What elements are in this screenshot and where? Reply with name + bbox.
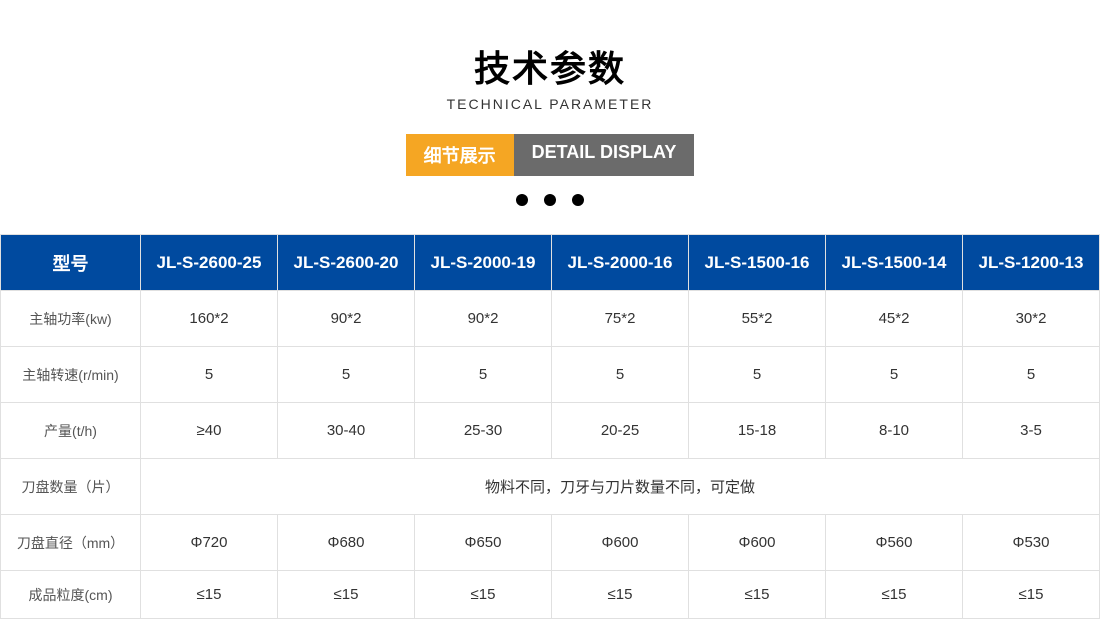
column-header: JL-S-2000-16 bbox=[552, 235, 689, 291]
row-label: 主轴转速(r/min) bbox=[1, 347, 141, 403]
data-cell: ≤15 bbox=[826, 571, 963, 619]
column-header: JL-S-2000-19 bbox=[415, 235, 552, 291]
dot-icon bbox=[544, 194, 556, 206]
badge-row: 细节展示 DETAIL DISPLAY bbox=[0, 134, 1100, 176]
row-label: 成品粒度(cm) bbox=[1, 571, 141, 619]
column-header: JL-S-1500-16 bbox=[689, 235, 826, 291]
table-body: 主轴功率(kw)160*290*290*275*255*245*230*2主轴转… bbox=[1, 291, 1100, 619]
dot-icon bbox=[516, 194, 528, 206]
corner-header: 型号 bbox=[1, 235, 141, 291]
data-cell: ≤15 bbox=[552, 571, 689, 619]
dots-decoration bbox=[0, 194, 1100, 206]
column-header: JL-S-2600-25 bbox=[141, 235, 278, 291]
data-cell: Φ680 bbox=[278, 515, 415, 571]
table-header-row: 型号 JL-S-2600-25 JL-S-2600-20 JL-S-2000-1… bbox=[1, 235, 1100, 291]
data-cell: 30*2 bbox=[963, 291, 1100, 347]
data-cell: Φ600 bbox=[689, 515, 826, 571]
data-cell: ≤15 bbox=[689, 571, 826, 619]
data-cell: 5 bbox=[826, 347, 963, 403]
table-row: 成品粒度(cm)≤15≤15≤15≤15≤15≤15≤15 bbox=[1, 571, 1100, 619]
dot-icon bbox=[572, 194, 584, 206]
row-label: 主轴功率(kw) bbox=[1, 291, 141, 347]
data-cell: ≤15 bbox=[415, 571, 552, 619]
data-cell: 15-18 bbox=[689, 403, 826, 459]
data-cell: ≤15 bbox=[963, 571, 1100, 619]
data-cell: ≤15 bbox=[278, 571, 415, 619]
data-cell: Φ720 bbox=[141, 515, 278, 571]
badge-en: DETAIL DISPLAY bbox=[514, 134, 695, 176]
data-cell: ≥40 bbox=[141, 403, 278, 459]
data-cell: 5 bbox=[141, 347, 278, 403]
badge-cn: 细节展示 bbox=[406, 134, 514, 176]
data-cell: 75*2 bbox=[552, 291, 689, 347]
data-cell: 25-30 bbox=[415, 403, 552, 459]
column-header: JL-S-2600-20 bbox=[278, 235, 415, 291]
data-cell: 8-10 bbox=[826, 403, 963, 459]
table-row: 主轴功率(kw)160*290*290*275*255*245*230*2 bbox=[1, 291, 1100, 347]
data-cell: 90*2 bbox=[415, 291, 552, 347]
data-cell: 5 bbox=[552, 347, 689, 403]
column-header: JL-S-1500-14 bbox=[826, 235, 963, 291]
row-label: 产量(t/h) bbox=[1, 403, 141, 459]
data-cell: 3-5 bbox=[963, 403, 1100, 459]
spec-table: 型号 JL-S-2600-25 JL-S-2600-20 JL-S-2000-1… bbox=[0, 234, 1100, 619]
data-cell: 5 bbox=[689, 347, 826, 403]
data-cell: 160*2 bbox=[141, 291, 278, 347]
header-section: 技术参数 TECHNICAL PARAMETER 细节展示 DETAIL DIS… bbox=[0, 0, 1100, 206]
data-cell: Φ650 bbox=[415, 515, 552, 571]
data-cell: 30-40 bbox=[278, 403, 415, 459]
data-cell: 5 bbox=[963, 347, 1100, 403]
data-cell: Φ560 bbox=[826, 515, 963, 571]
row-label: 刀盘数量（片） bbox=[1, 459, 141, 515]
spanned-cell: 物料不同，刀牙与刀片数量不同，可定做 bbox=[141, 459, 1100, 515]
data-cell: Φ530 bbox=[963, 515, 1100, 571]
data-cell: 20-25 bbox=[552, 403, 689, 459]
table-row: 刀盘数量（片）物料不同，刀牙与刀片数量不同，可定做 bbox=[1, 459, 1100, 515]
data-cell: 5 bbox=[415, 347, 552, 403]
row-label: 刀盘直径（mm） bbox=[1, 515, 141, 571]
table-row: 刀盘直径（mm）Φ720Φ680Φ650Φ600Φ600Φ560Φ530 bbox=[1, 515, 1100, 571]
data-cell: Φ600 bbox=[552, 515, 689, 571]
data-cell: 45*2 bbox=[826, 291, 963, 347]
data-cell: ≤15 bbox=[141, 571, 278, 619]
data-cell: 5 bbox=[278, 347, 415, 403]
table-row: 主轴转速(r/min)5555555 bbox=[1, 347, 1100, 403]
data-cell: 55*2 bbox=[689, 291, 826, 347]
main-title-cn: 技术参数 bbox=[0, 40, 1100, 92]
table-row: 产量(t/h)≥4030-4025-3020-2515-188-103-5 bbox=[1, 403, 1100, 459]
column-header: JL-S-1200-13 bbox=[963, 235, 1100, 291]
data-cell: 90*2 bbox=[278, 291, 415, 347]
main-title-en: TECHNICAL PARAMETER bbox=[0, 96, 1100, 112]
